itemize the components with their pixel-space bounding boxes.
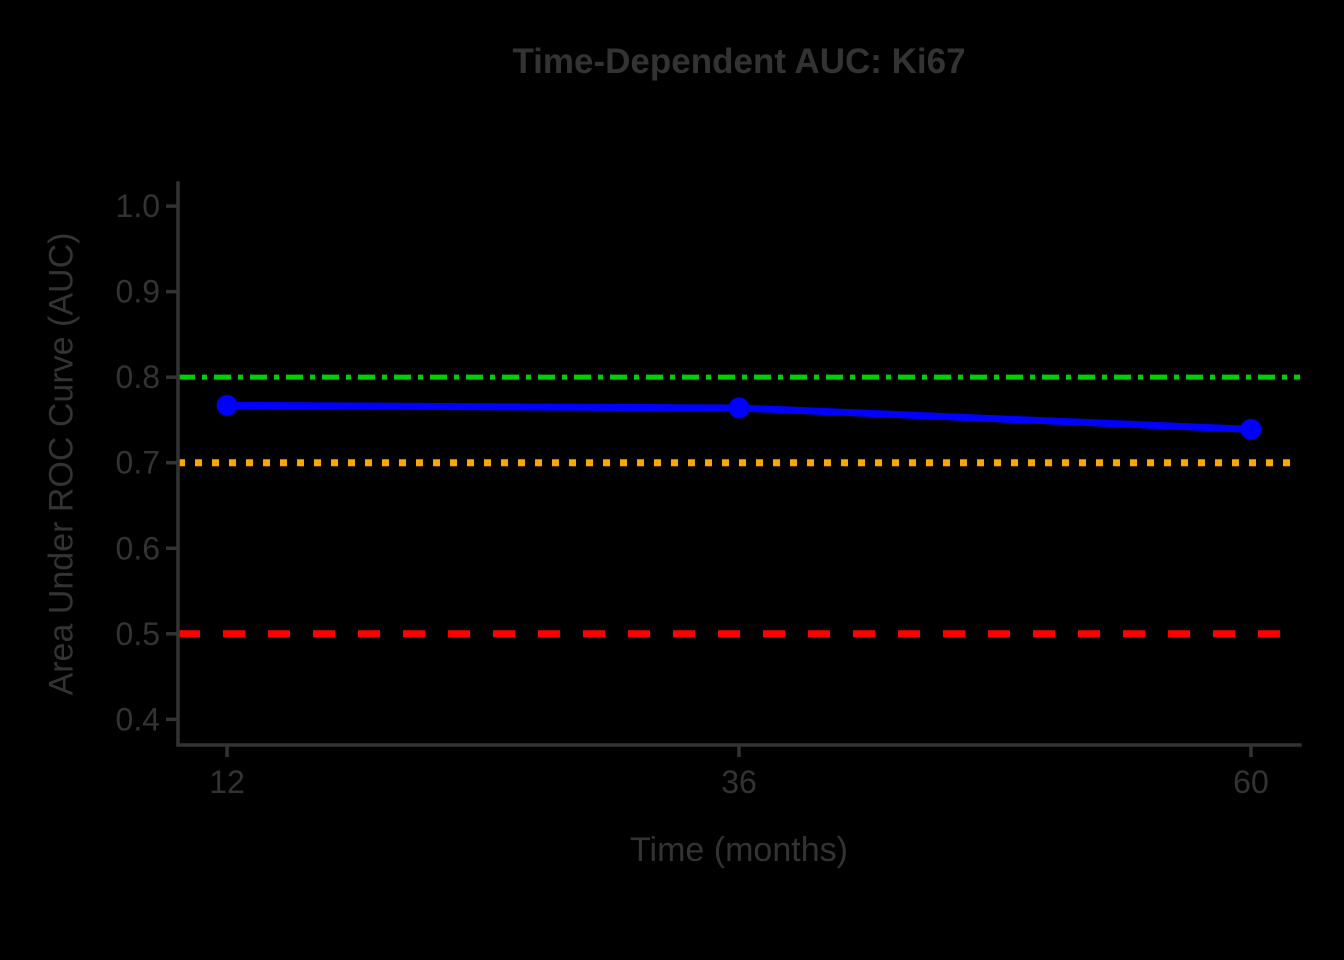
x-axis-title: Time (months) — [630, 831, 848, 869]
y-tick-label: 0.4 — [116, 701, 160, 737]
y-tick-label: 1.0 — [116, 188, 160, 224]
y-axis-title: Area Under ROC Curve (AUC) — [42, 232, 81, 696]
y-tick-label: 0.8 — [116, 359, 160, 395]
axis-lines — [176, 181, 1302, 747]
y-tick-label: 0.6 — [116, 530, 160, 566]
chart-title: Time-Dependent AUC: Ki67 — [512, 42, 966, 81]
y-tick-label: 0.5 — [116, 616, 160, 652]
y-tick-label: 0.7 — [116, 445, 160, 481]
x-tick-label: 36 — [721, 764, 757, 800]
y-tick-label: 0.9 — [116, 274, 160, 310]
series-point-marker — [216, 394, 238, 416]
x-tick-label: 60 — [1233, 764, 1269, 800]
series-point-marker — [1240, 418, 1262, 440]
series-point-marker — [728, 397, 750, 419]
x-tick-label: 12 — [209, 764, 245, 800]
